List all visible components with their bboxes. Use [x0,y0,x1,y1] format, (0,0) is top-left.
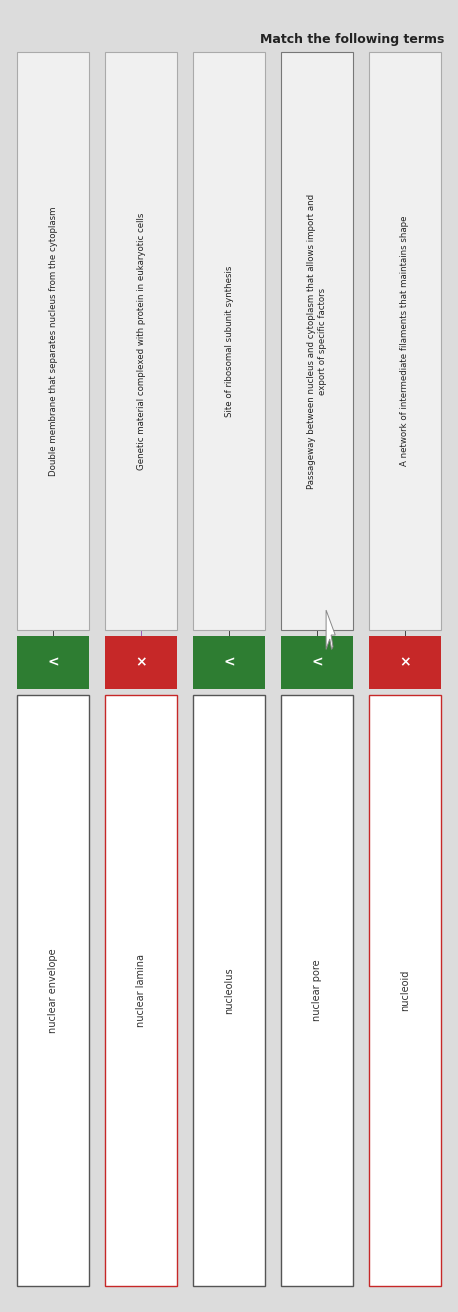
FancyBboxPatch shape [105,52,177,630]
FancyBboxPatch shape [281,52,353,630]
FancyBboxPatch shape [193,695,265,1286]
Text: <: < [311,656,323,669]
Text: nuclear pore: nuclear pore [312,960,322,1021]
Text: A network of intermediate filaments that maintains shape: A network of intermediate filaments that… [400,216,409,466]
FancyBboxPatch shape [17,636,89,689]
FancyBboxPatch shape [17,695,89,1286]
FancyBboxPatch shape [369,52,441,630]
Text: nuclear lamina: nuclear lamina [136,954,146,1027]
Text: nuclear envelope: nuclear envelope [48,949,58,1033]
FancyBboxPatch shape [193,52,265,630]
FancyBboxPatch shape [105,636,177,689]
FancyBboxPatch shape [105,695,177,1286]
Polygon shape [326,610,335,649]
Text: Genetic material complexed with protein in eukaryotic cells: Genetic material complexed with protein … [136,213,146,470]
Text: <: < [47,656,59,669]
FancyBboxPatch shape [17,52,89,630]
Text: Match the following terms: Match the following terms [260,33,444,46]
Text: Site of ribosomal subunit synthesis: Site of ribosomal subunit synthesis [224,265,234,417]
FancyBboxPatch shape [369,636,441,689]
Text: ×: × [135,656,147,669]
FancyBboxPatch shape [369,695,441,1286]
FancyBboxPatch shape [281,636,353,689]
FancyBboxPatch shape [193,636,265,689]
Text: ×: × [399,656,411,669]
FancyBboxPatch shape [281,695,353,1286]
Text: <: < [223,656,235,669]
Text: nucleolus: nucleolus [224,967,234,1014]
Text: Passageway between nucleus and cytoplasm that allows import and
export of specif: Passageway between nucleus and cytoplasm… [307,194,327,488]
Text: Double membrane that separates nucleus from the cytoplasm: Double membrane that separates nucleus f… [49,206,58,476]
Text: nucleoid: nucleoid [400,970,410,1012]
